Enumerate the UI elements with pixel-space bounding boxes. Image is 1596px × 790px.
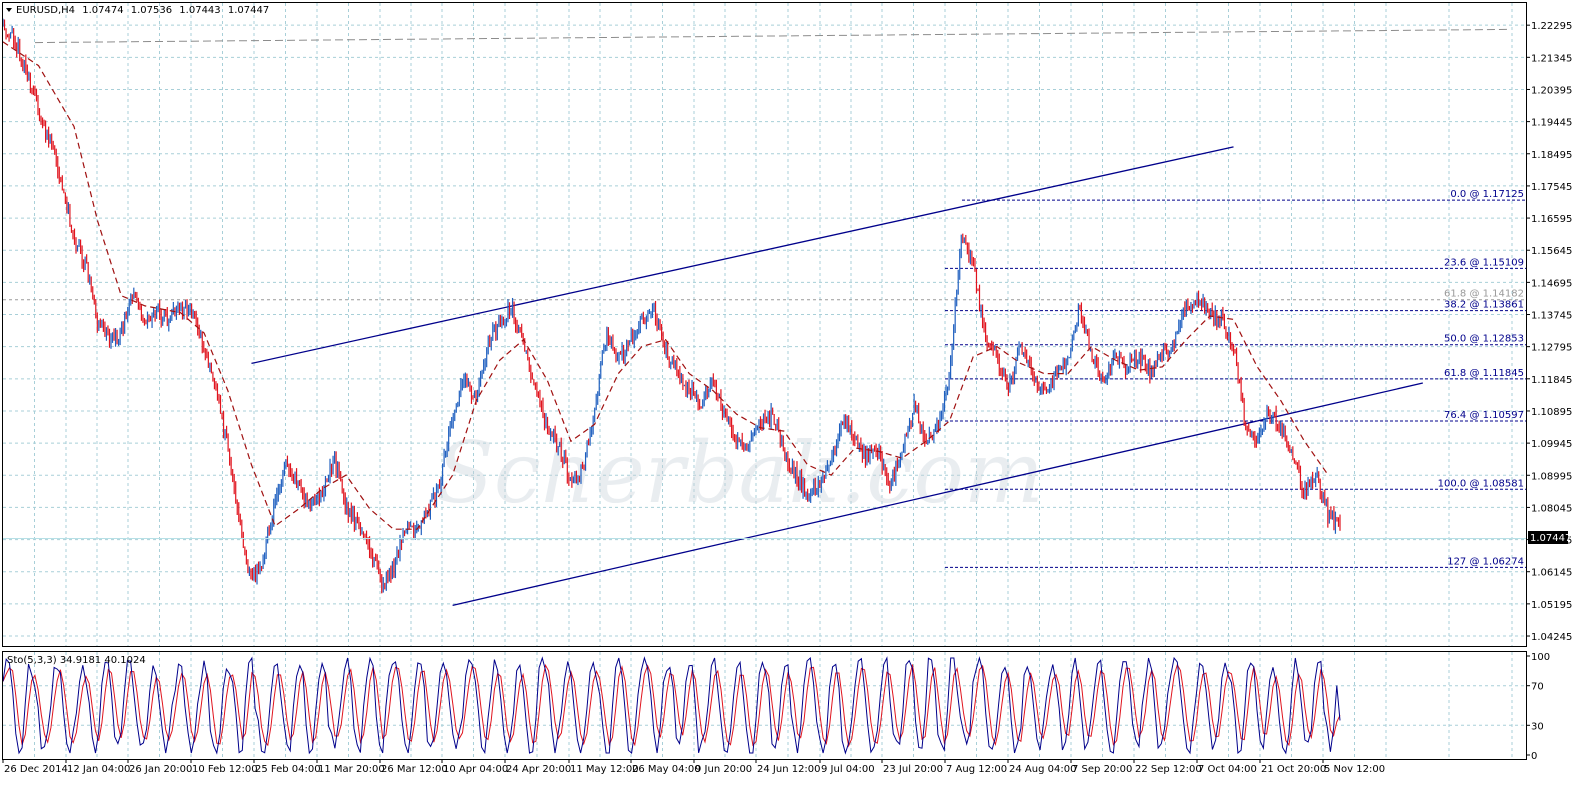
fib-level-label: 23.6 @ 1.15109 — [1444, 257, 1524, 268]
main-plot-frame — [2, 2, 1527, 647]
fib-level-label: 38.2 @ 1.13861 — [1444, 300, 1524, 311]
time-tick-label: 5 Nov 12:00 — [1324, 764, 1385, 775]
fib-level-label: 61.8 @ 1.11845 — [1444, 368, 1524, 379]
fibonacci-retracement: 0.0 @ 1.17125 23.6 @ 1.15109 38.2 @ 1.1386… — [3, 189, 1526, 568]
price-tick-label: 1.22295 — [1531, 21, 1572, 32]
symbol-menu-arrow-icon[interactable] — [6, 8, 12, 12]
time-tick-label: 11 Mar 20:00 — [318, 764, 385, 775]
time-tick-label: 7 Sep 20:00 — [1072, 764, 1132, 775]
close-value: 1.07447 — [228, 5, 269, 16]
price-tick-label: 1.17545 — [1531, 182, 1572, 193]
fib-level-label: 0.0 @ 1.17125 — [1450, 189, 1524, 200]
time-tick-label: 26 Mar 12:00 — [381, 764, 448, 775]
price-tick-label: 1.09945 — [1531, 439, 1572, 450]
time-tick-label: 24 Aug 04:00 — [1009, 764, 1076, 775]
low-value: 1.07443 — [179, 5, 220, 16]
time-tick-label: 24 Jun 12:00 — [757, 764, 821, 775]
price-tick-label: 1.12795 — [1531, 343, 1572, 354]
moving-average — [2, 41, 1329, 530]
time-tick-label: 12 Jan 04:00 — [67, 764, 130, 775]
open-value: 1.07474 — [82, 5, 123, 16]
price-tick-label: 1.05195 — [1531, 600, 1572, 611]
current-price-label: 1.07447 — [1530, 533, 1571, 544]
symbol-timeframe: EURUSD,H4 — [16, 5, 75, 16]
current-price-tag — [1528, 531, 1568, 544]
price-tick-label: 1.21345 — [1531, 53, 1572, 64]
fib-level-label: 127 @ 1.06274 — [1447, 556, 1524, 567]
time-tick-label: 7 Aug 12:00 — [946, 764, 1007, 775]
time-tick-label: 10 Apr 04:00 — [443, 764, 508, 775]
price-tick-label: 1.04245 — [1531, 632, 1572, 643]
time-tick-label: 25 Feb 04:00 — [255, 764, 321, 775]
extra-level-label: 61.8 @ 1.14182 — [1444, 289, 1524, 300]
time-tick-label: 26 Jan 20:00 — [129, 764, 192, 775]
time-tick-label: 24 Apr 20:00 — [506, 764, 571, 775]
stochastic-plot-frame — [2, 651, 1527, 760]
time-tick-label: 23 Jul 20:00 — [883, 764, 943, 775]
price-tick-label: 1.18495 — [1531, 150, 1572, 161]
price-tick-label: 1.06145 — [1531, 568, 1572, 579]
stochastic-label: Sto(5,3,3) 34.9181 40.1024 — [7, 655, 146, 666]
price-tick-label: 1.15645 — [1531, 246, 1572, 257]
time-tick-label: 21 Oct 20:00 — [1261, 764, 1326, 775]
long-ma-line — [34, 28, 1511, 44]
price-tick-label: 1.20395 — [1531, 85, 1572, 96]
price-tick-label: 1.11845 — [1531, 375, 1572, 386]
time-tick-label: 26 Dec 2014 — [4, 764, 68, 775]
stochastic-tick-label: 30 — [1531, 721, 1544, 732]
moving-average-line — [2, 41, 1329, 530]
axes: 1.22295 1.21345 1.20395 1.19445 1.18495 1.175… — [2, 21, 1572, 775]
stochastic-tick-label: 70 — [1531, 682, 1544, 693]
fib-level-label: 100.0 @ 1.08581 — [1438, 478, 1524, 489]
time-tick-label: 9 Jun 20:00 — [695, 764, 752, 775]
trendlines — [251, 146, 1423, 607]
channel-lower-support — [452, 382, 1423, 607]
time-tick-label: 22 Sep 12:00 — [1135, 764, 1202, 775]
stochastic-tick-label: 100 — [1531, 652, 1550, 663]
fib-level-label: 76.4 @ 1.10597 — [1444, 410, 1524, 421]
stochastic-main-line — [2, 656, 1341, 755]
price-tick-label: 1.08045 — [1531, 503, 1572, 514]
channel-upper — [251, 146, 1234, 365]
time-tick-label: 26 May 04:00 — [632, 764, 701, 775]
time-tick-label: 7 Oct 04:00 — [1198, 764, 1257, 775]
price-tick-label: 1.13745 — [1531, 311, 1572, 322]
time-tick-label: 9 Jul 04:00 — [821, 764, 875, 775]
high-value: 1.07536 — [131, 5, 172, 16]
long-moving-average — [34, 28, 1511, 44]
main-grid — [3, 3, 1526, 646]
fib-level-label: 50.0 @ 1.12853 — [1444, 334, 1524, 345]
candlesticks — [2, 18, 1341, 594]
price-tick-label: 1.16595 — [1531, 214, 1572, 225]
time-tick-label: 10 Feb 12:00 — [192, 764, 258, 775]
symbol-header: EURUSD,H4 1.07474 1.07536 1.07443 1.0744… — [16, 5, 269, 16]
price-tick-label: 1.10895 — [1531, 407, 1572, 418]
price-tick-label: 1.19445 — [1531, 118, 1572, 129]
stochastic-lines — [2, 656, 1341, 755]
stochastic-tick-label: 0 — [1531, 751, 1537, 762]
time-tick-label: 11 May 12:00 — [570, 764, 639, 775]
watermark: Scherbak.com — [436, 424, 1043, 522]
price-tick-label: 1.08995 — [1531, 471, 1572, 482]
price-tick-label: 1.14695 — [1531, 278, 1572, 289]
